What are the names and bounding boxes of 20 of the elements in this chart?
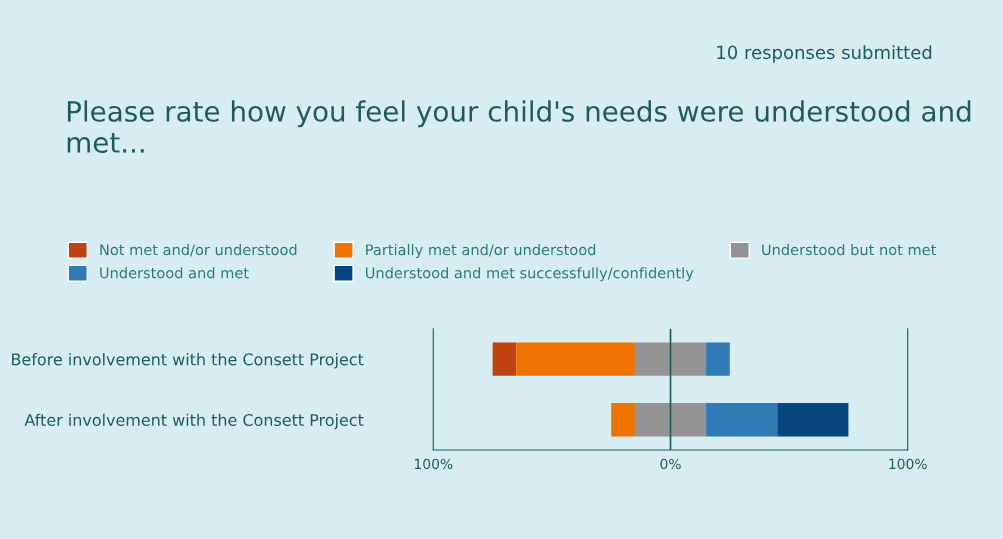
x-tick-label: 100% [414, 458, 453, 470]
y-tick-label: After involvement with the Consett Project [24, 413, 364, 430]
bar [634, 342, 707, 376]
bar [706, 342, 730, 376]
bar [706, 403, 778, 437]
x-tick-label: 100% [889, 458, 927, 470]
legend-label: Understood and met successfully/confidently [366, 267, 694, 282]
bar [634, 403, 707, 437]
bar [492, 342, 517, 376]
legend-label: Not met and/or understood [100, 243, 297, 257]
x-tick-label: 0% [660, 458, 681, 470]
chart-title: Please rate how you feel your child's needs were understood and met... [67, 100, 971, 153]
legend-label: Understood and met [100, 267, 249, 279]
bar [611, 403, 635, 437]
legend-label: Partially met and/or understood [366, 243, 596, 259]
text: 10 responses submitted [717, 45, 932, 63]
bar [516, 342, 635, 376]
legend-label: Understood but not met [762, 243, 937, 256]
bar [777, 403, 849, 437]
y-tick-label: Before involvement with the Consett Project [12, 353, 364, 369]
